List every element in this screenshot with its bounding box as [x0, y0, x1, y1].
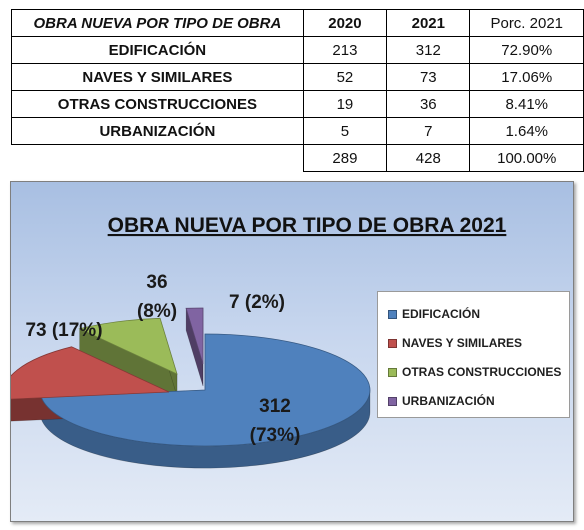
legend-swatch — [388, 309, 397, 319]
row-2021: 36 — [386, 90, 471, 118]
total-pct: 100.00% — [469, 144, 584, 172]
row-pct: 8.41% — [469, 90, 584, 118]
legend-item: EDIFICACIÓN — [388, 306, 480, 322]
table-header-row: OBRA NUEVA POR TIPO DE OBRA 2020 2021 Po… — [11, 9, 584, 37]
row-label: EDIFICACIÓN — [11, 36, 304, 64]
legend-label: URBANIZACIÓN — [402, 394, 495, 408]
row-2021: 312 — [386, 36, 471, 64]
table-header-2021: 2021 — [386, 9, 471, 37]
table-row: NAVES Y SIMILARES 52 73 17.06% — [11, 63, 584, 91]
data-label: (73%) — [250, 425, 301, 446]
total-2020: 289 — [302, 144, 388, 172]
legend-swatch — [388, 367, 397, 377]
legend-swatch — [388, 396, 397, 406]
table-header-2020: 2020 — [302, 9, 388, 37]
row-2020: 19 — [302, 90, 388, 118]
table-total-blank — [12, 145, 304, 172]
legend-swatch — [388, 338, 397, 348]
legend-item: URBANIZACIÓN — [388, 393, 495, 409]
chart-title: OBRA NUEVA POR TIPO DE OBRA 2021 — [108, 214, 507, 237]
table-total-row: 289 428 100.00% — [12, 144, 584, 172]
table-row: OTRAS CONSTRUCCIONES 19 36 8.41% — [11, 90, 584, 118]
pie-slice — [78, 317, 178, 375]
total-2021: 428 — [386, 144, 471, 172]
row-label: URBANIZACIÓN — [11, 117, 304, 145]
pie-slice — [185, 307, 204, 365]
row-label: OTRAS CONSTRUCCIONES — [11, 90, 304, 118]
table-header-label: OBRA NUEVA POR TIPO DE OBRA — [11, 9, 304, 37]
legend-item: NAVES Y SIMILARES — [388, 335, 522, 351]
data-label: 73 (17%) — [25, 320, 102, 341]
pie-slice — [11, 346, 170, 400]
legend-label: OTRAS CONSTRUCCIONES — [402, 365, 562, 379]
row-2020: 213 — [302, 36, 388, 64]
legend-label: EDIFICACIÓN — [402, 307, 480, 321]
legend-item: OTRAS CONSTRUCCIONES — [388, 364, 561, 380]
data-label: 312 — [259, 396, 291, 417]
row-pct: 17.06% — [469, 63, 584, 91]
chart-legend: EDIFICACIÓN NAVES Y SIMILARES OTRAS CONSTR… — [377, 291, 570, 418]
row-2020: 5 — [302, 117, 388, 145]
table-header-pct: Porc. 2021 — [469, 9, 584, 37]
table-row: URBANIZACIÓN 5 7 1.64% — [11, 117, 584, 145]
legend-label: NAVES Y SIMILARES — [402, 336, 523, 350]
table-row: EDIFICACIÓN 213 312 72.90% — [11, 36, 584, 64]
pie-chart-canvas: OBRA NUEVA POR TIPO DE OBRA 2021 312 (73%)… — [11, 214, 507, 469]
data-label: (8%) — [137, 301, 177, 322]
pie-chart: OBRA NUEVA POR TIPO DE OBRA 2021 312 (73%)… — [10, 181, 574, 522]
pie-slice — [40, 333, 371, 447]
row-pct: 72.90% — [469, 36, 584, 64]
row-pct: 1.64% — [469, 117, 584, 145]
data-table: OBRA NUEVA POR TIPO DE OBRA 2020 2021 Po… — [11, 9, 584, 172]
data-label: 7 (2%) — [229, 292, 285, 313]
row-2020: 52 — [302, 63, 388, 91]
row-2021: 7 — [386, 117, 471, 145]
row-2021: 73 — [386, 63, 471, 91]
data-label: 36 — [146, 272, 167, 293]
row-label: NAVES Y SIMILARES — [11, 63, 304, 91]
